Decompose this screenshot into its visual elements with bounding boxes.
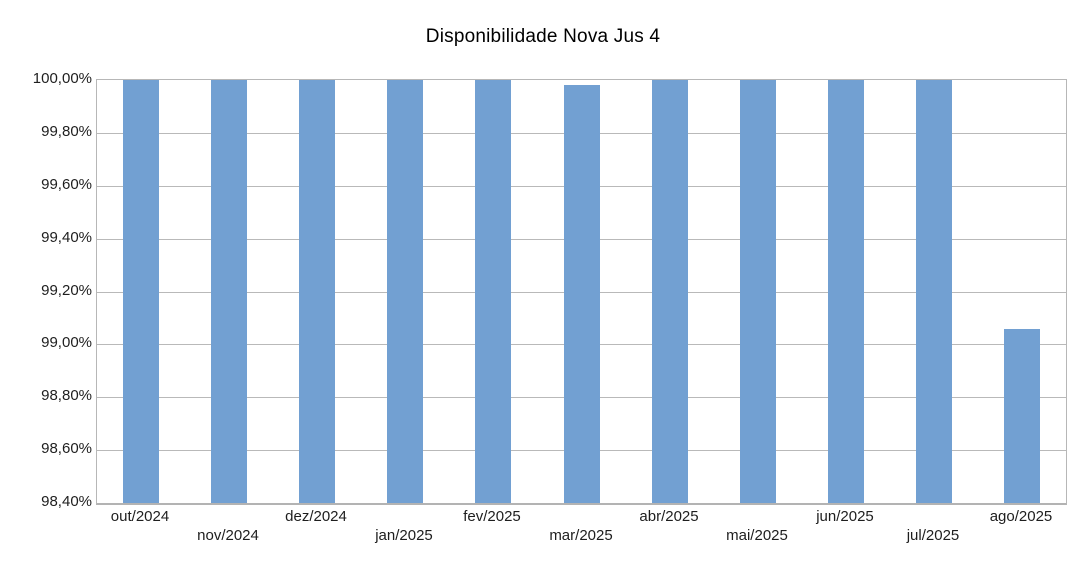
- bar-abr/2025: [652, 80, 688, 503]
- y-tick-label: 98,80%: [41, 387, 92, 404]
- x-tick-label: jan/2025: [375, 527, 433, 544]
- y-tick-label: 98,60%: [41, 440, 92, 457]
- bar-nov/2024: [211, 80, 247, 503]
- chart-title: Disponibilidade Nova Jus 4: [425, 26, 661, 47]
- x-tick-label: mar/2025: [549, 527, 613, 544]
- bar-jul/2025: [916, 80, 952, 503]
- bar-jun/2025: [828, 80, 864, 503]
- y-tick-label: 99,00%: [41, 334, 92, 351]
- y-tick-label: 98,40%: [41, 493, 92, 510]
- x-tick-label: out/2024: [110, 508, 170, 525]
- bar-mar/2025: [564, 85, 600, 503]
- x-tick-label: ago/2025: [989, 508, 1053, 525]
- bar-jan/2025: [387, 80, 423, 503]
- x-tick-label: nov/2024: [197, 527, 259, 544]
- x-tick-label: fev/2025: [463, 508, 521, 525]
- bar-out/2024: [123, 80, 159, 503]
- x-tick-label: abr/2025: [639, 508, 699, 525]
- x-tick-label: dez/2024: [285, 508, 347, 525]
- bar-mai/2025: [740, 80, 776, 503]
- plot-area: [96, 79, 1067, 505]
- y-tick-label: 100,00%: [32, 70, 92, 87]
- bar-dez/2024: [299, 80, 335, 503]
- bar-ago/2025: [1004, 329, 1040, 503]
- x-tick-label: mai/2025: [726, 527, 788, 544]
- bar-fev/2025: [475, 80, 511, 503]
- y-tick-label: 99,60%: [41, 176, 92, 193]
- y-tick-label: 99,80%: [41, 123, 92, 140]
- y-tick-label: 99,20%: [41, 282, 92, 299]
- x-tick-label: jul/2025: [906, 527, 960, 544]
- y-tick-label: 99,40%: [41, 229, 92, 246]
- x-tick-label: jun/2025: [816, 508, 874, 525]
